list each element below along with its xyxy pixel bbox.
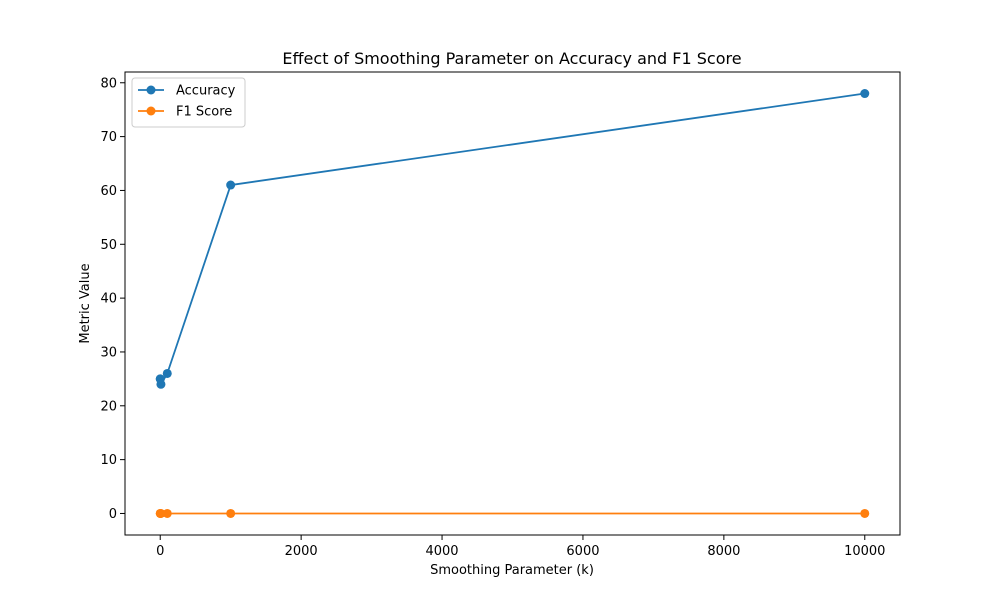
legend: Accuracy F1 Score bbox=[131, 77, 246, 128]
x-axis-title: Smoothing Parameter (k) bbox=[430, 563, 594, 578]
y-tick-label: 80 bbox=[100, 76, 117, 91]
accuracy-point bbox=[156, 379, 166, 389]
legend-label-f1-score: F1 Score bbox=[176, 105, 232, 120]
y-axis-ticks: 0 10 20 30 40 50 60 70 80 bbox=[100, 76, 125, 522]
accuracy-point bbox=[226, 180, 236, 190]
f1-score-series bbox=[155, 508, 870, 518]
legend-label-accuracy: Accuracy bbox=[176, 84, 236, 99]
f1-score-point bbox=[156, 508, 166, 518]
y-axis-title: Metric Value bbox=[78, 263, 93, 343]
accuracy-point bbox=[860, 89, 870, 99]
y-tick-label: 0 bbox=[109, 507, 117, 522]
y-tick-label: 30 bbox=[100, 345, 117, 360]
accuracy-series bbox=[155, 89, 870, 389]
f1-score-point bbox=[226, 508, 236, 518]
x-tick-label: 8000 bbox=[707, 544, 740, 559]
y-tick-label: 70 bbox=[100, 130, 117, 145]
y-tick-label: 50 bbox=[100, 238, 117, 253]
chart-title: Effect of Smoothing Parameter on Accurac… bbox=[282, 49, 741, 68]
y-tick-label: 40 bbox=[100, 292, 117, 307]
x-tick-label: 4000 bbox=[425, 544, 458, 559]
x-tick-label: 10000 bbox=[844, 544, 885, 559]
accuracy-point bbox=[162, 368, 172, 378]
y-tick-label: 60 bbox=[100, 184, 117, 199]
x-tick-label: 6000 bbox=[566, 544, 599, 559]
f1-score-point bbox=[860, 508, 870, 518]
y-tick-label: 10 bbox=[100, 453, 117, 468]
y-tick-label: 20 bbox=[100, 399, 117, 414]
x-tick-label: 2000 bbox=[285, 544, 318, 559]
legend-marker-accuracy bbox=[146, 85, 156, 95]
series-layer bbox=[155, 89, 870, 518]
legend-marker-f1-score bbox=[146, 106, 156, 116]
x-axis-ticks: 0 2000 4000 6000 8000 10000 bbox=[156, 535, 885, 559]
f1-score-point bbox=[162, 508, 172, 518]
x-tick-label: 0 bbox=[156, 544, 164, 559]
plot-frame bbox=[124, 71, 901, 536]
